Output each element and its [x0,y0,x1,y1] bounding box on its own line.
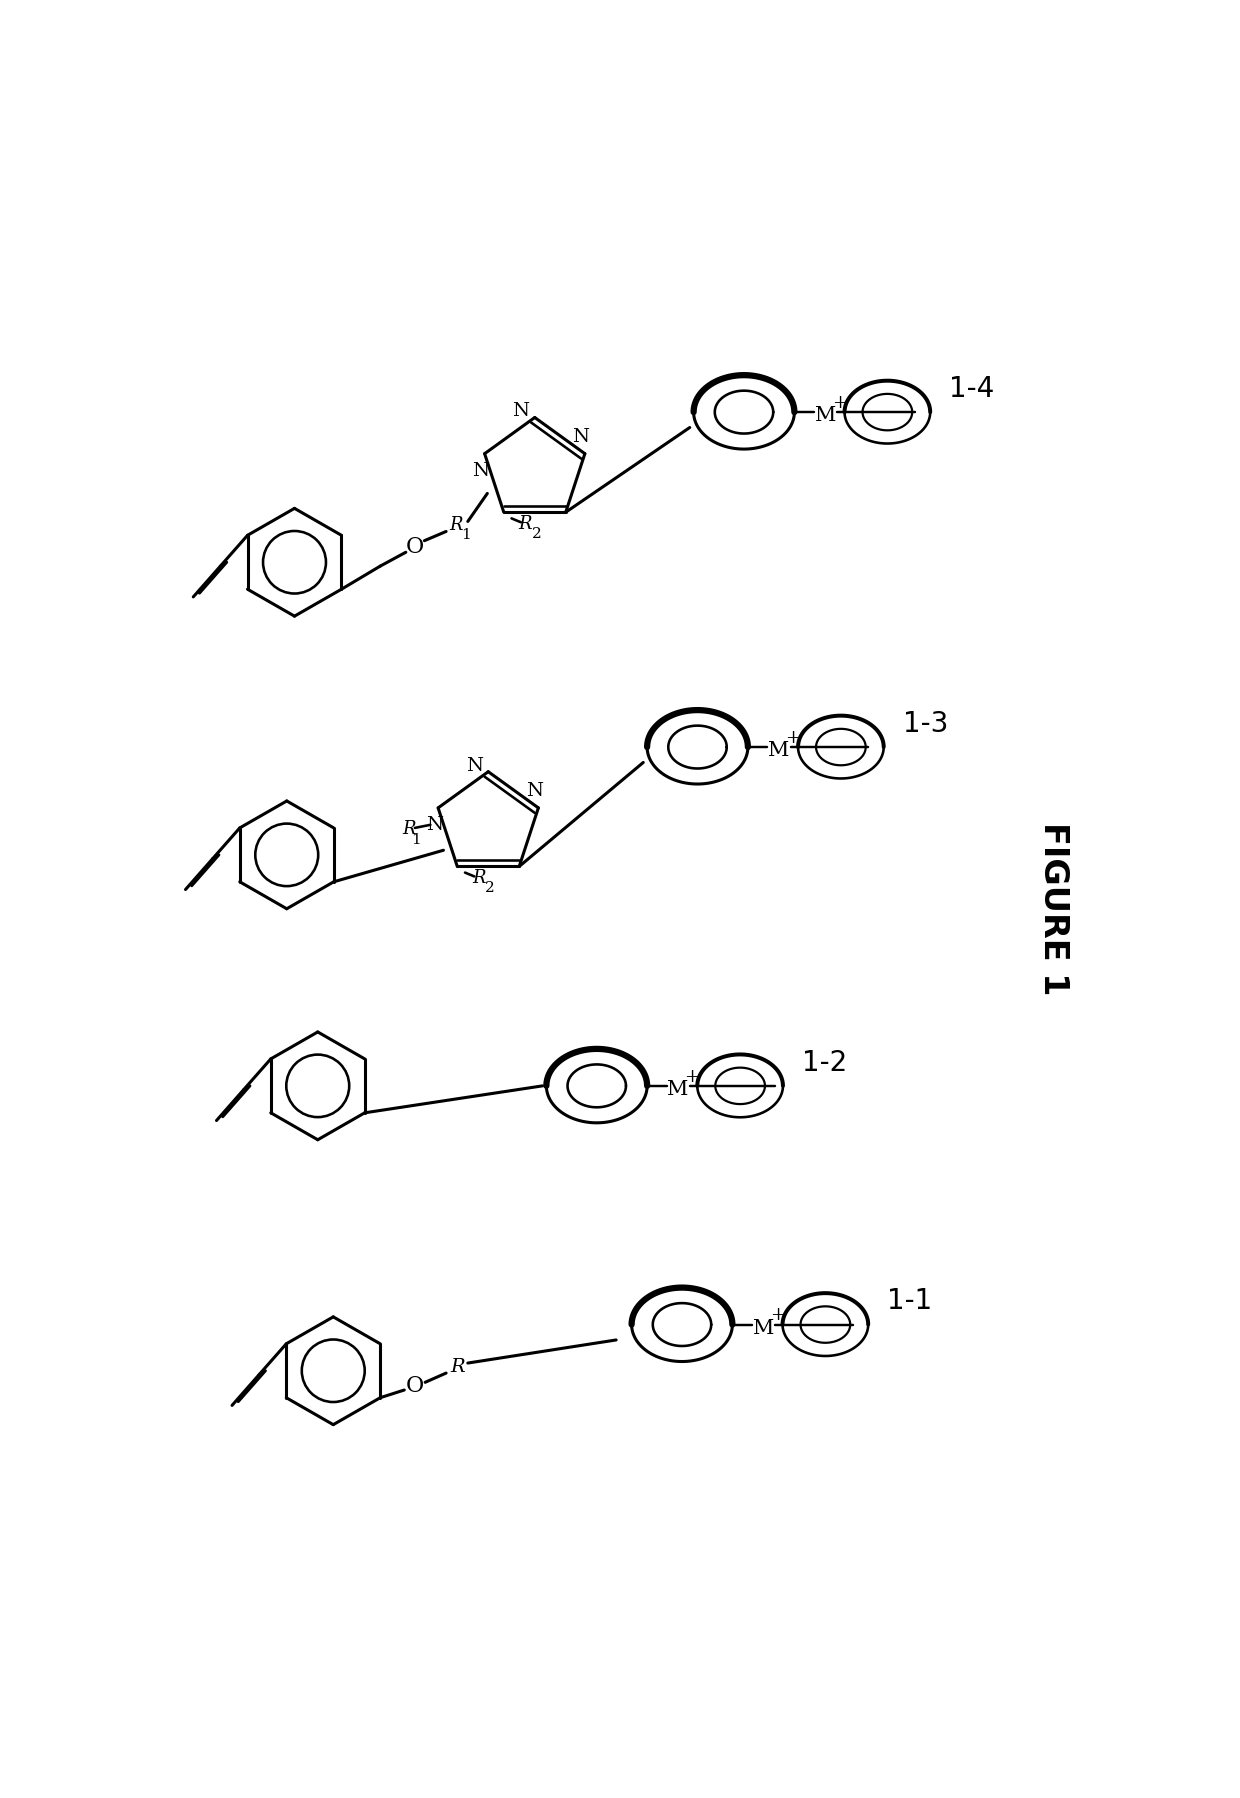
Text: N: N [425,816,443,834]
Text: N: N [466,757,482,775]
Text: M: M [667,1081,688,1099]
Text: 1: 1 [461,527,471,541]
Text: O: O [405,536,424,557]
Text: R: R [450,1357,465,1375]
Text: +: + [684,1068,699,1086]
Text: N: N [526,782,543,800]
Text: 1: 1 [412,832,422,847]
Text: 2: 2 [485,881,495,895]
Text: N: N [472,462,490,480]
Text: R: R [449,516,463,534]
Text: +: + [785,728,800,746]
Text: 1-1: 1-1 [888,1287,932,1316]
Text: N: N [573,428,589,446]
Text: +: + [832,394,847,412]
Text: O: O [405,1375,424,1397]
Text: R: R [518,514,532,532]
Text: +: + [770,1307,785,1325]
Text: M: M [769,741,790,761]
Text: R: R [472,868,486,886]
Text: 1-2: 1-2 [802,1048,847,1077]
Text: R: R [402,820,415,838]
Text: FIGURE 1: FIGURE 1 [1038,822,1070,996]
Text: N: N [512,403,529,421]
Text: M: M [815,406,836,426]
Text: 1-4: 1-4 [950,376,994,403]
Text: 2: 2 [532,527,541,541]
Text: M: M [753,1320,774,1338]
Text: 1-3: 1-3 [903,710,949,737]
